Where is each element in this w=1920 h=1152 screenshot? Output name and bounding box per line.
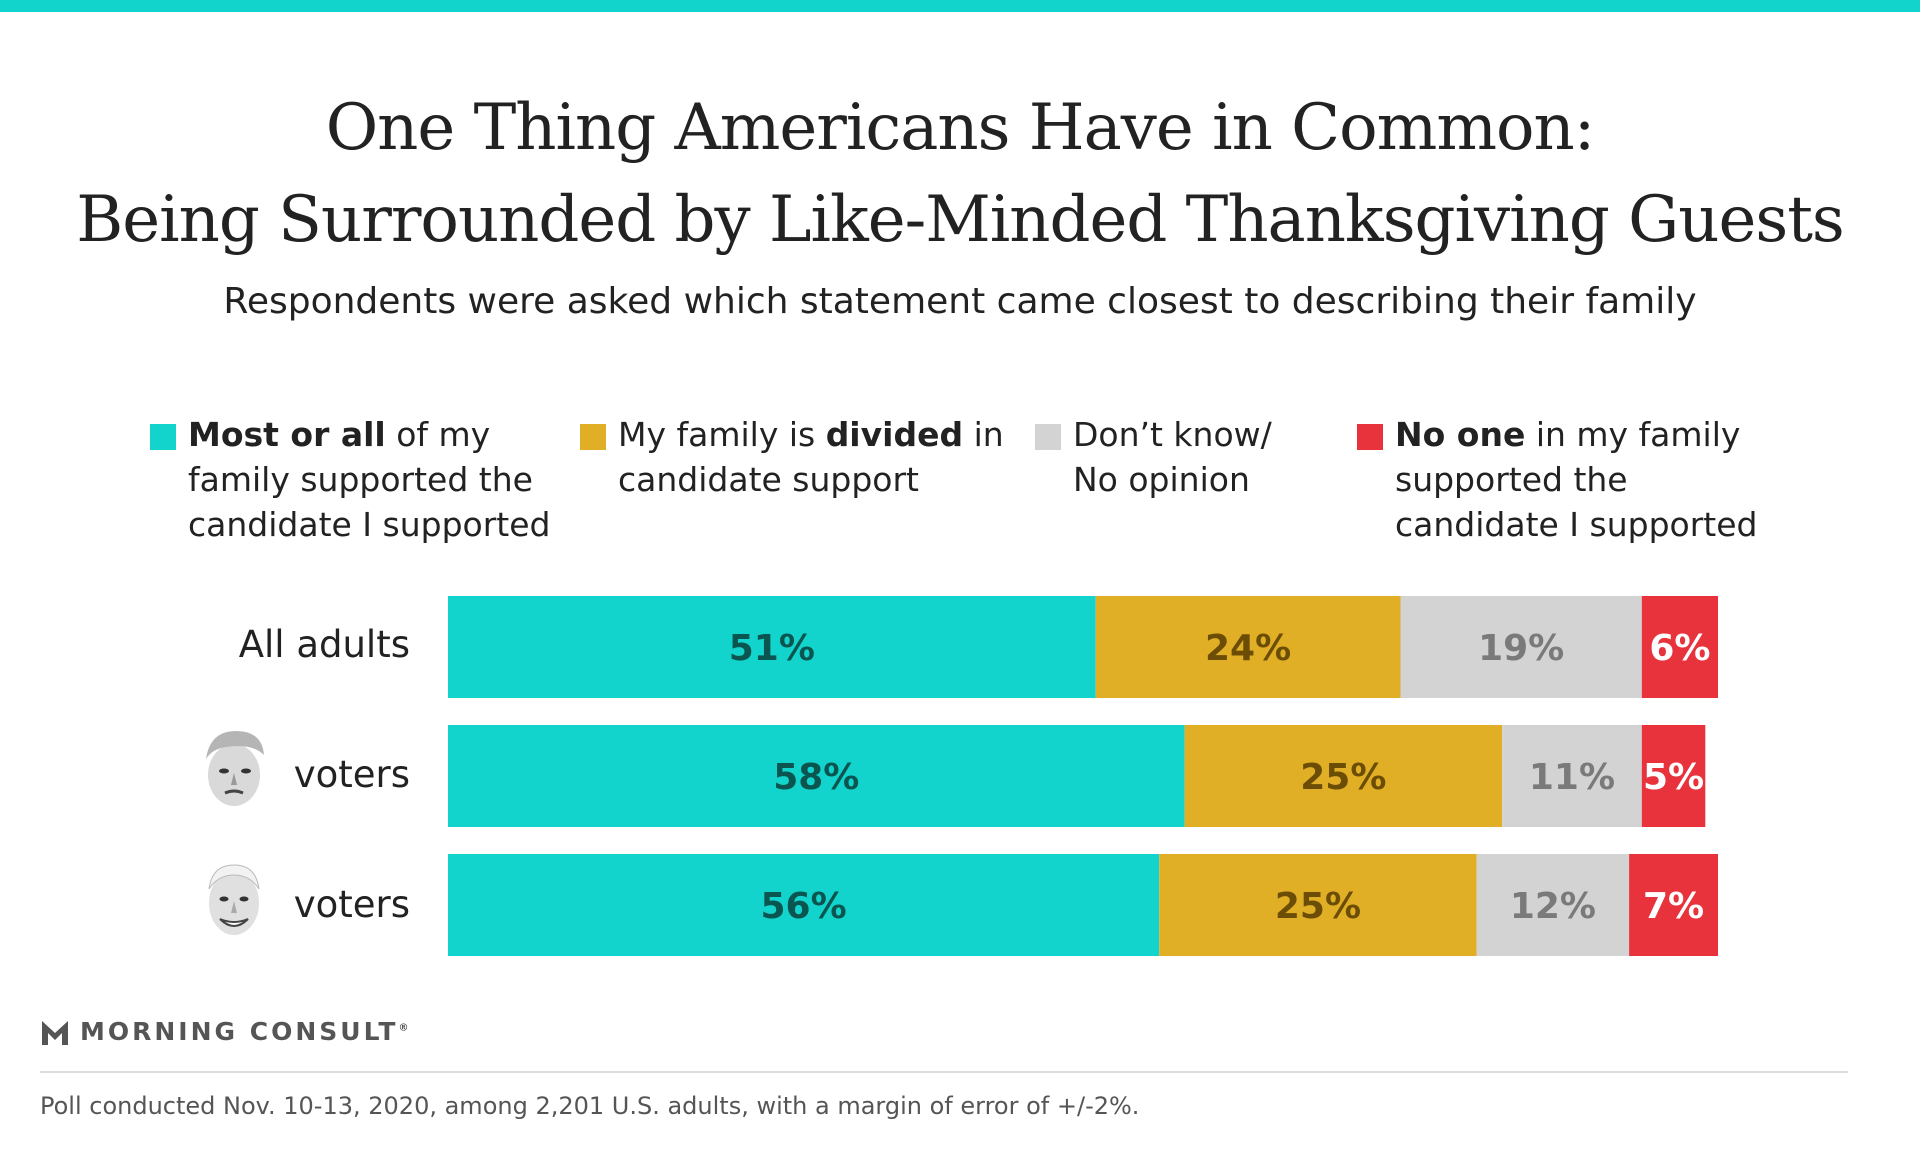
chart-title: One Thing Americans Have in Common: Bein… [0,82,1920,266]
bar-segment-no-one-row-0 [1641,596,1718,698]
bar-label-dont-know-row-2: 12% [1510,886,1596,927]
bar-segment-divided-row-0 [1095,596,1401,698]
trump-face-icon [206,731,264,806]
row-label-all-adults: All adults [238,623,410,666]
bar-segment-dont-know-row-1 [1502,725,1642,827]
bar-label-divided-row-1: 25% [1300,757,1386,798]
legend-text-most-or-all: Most or all of my family supported the c… [188,415,551,544]
row-label-biden-voters: voters [293,883,410,926]
row-label-trump-voters: voters [293,753,410,796]
bar-label-most-or-all-row-0: 51% [729,628,815,669]
bar-label-divided-row-0: 24% [1205,628,1291,669]
bar-label-dont-know-row-1: 11% [1529,757,1615,798]
morning-consult-logo: MORNING CONSULT® [80,1017,412,1046]
chart-subtitle: Respondents were asked which statement c… [223,281,1697,322]
bar-segment-divided-row-2 [1159,854,1477,956]
legend-swatch-no-one [1357,424,1383,450]
bar-label-dont-know-row-0: 19% [1478,628,1564,669]
top-accent-bar [0,0,1920,12]
bar-segment-dont-know-row-0 [1400,596,1642,698]
bar-label-divided-row-2: 25% [1275,886,1361,927]
bar-segment-most-or-all-row-1 [448,725,1185,827]
bar-segment-most-or-all-row-2 [448,854,1160,956]
morning-consult-logo-icon [42,1021,68,1045]
footer-divider [40,1071,1848,1073]
legend-text-divided: My family is divided in candidate suppor… [618,415,1004,499]
bar-label-most-or-all-row-1: 58% [773,757,859,798]
bar-label-no-one-row-1: 5% [1643,757,1704,798]
legend-text-dont-know: Don’t know/ No opinion [1073,415,1272,499]
bar-label-no-one-row-2: 7% [1643,886,1704,927]
legend-swatch-dont-know [1035,424,1061,450]
footnote: Poll conducted Nov. 10-13, 2020, among 2… [40,1092,1140,1120]
bar-segment-divided-row-1 [1184,725,1503,827]
bar-segment-dont-know-row-2 [1476,854,1630,956]
legend-text-no-one: No one in my family supported the candid… [1395,415,1758,544]
title-line-2: Being Surrounded by Like-Minded Thanksgi… [76,183,1845,257]
bar-segment-most-or-all-row-0 [448,596,1096,698]
bar-segment-no-one-row-1 [1641,725,1706,827]
bar-segment-no-one-row-2 [1629,854,1718,956]
title-line-1: One Thing Americans Have in Common: [325,91,1596,165]
bar-label-most-or-all-row-2: 56% [761,886,847,927]
bar-label-no-one-row-0: 6% [1649,628,1710,669]
biden-face-icon [208,864,260,935]
legend-swatch-most-or-all [150,424,176,450]
legend-swatch-divided [580,424,606,450]
